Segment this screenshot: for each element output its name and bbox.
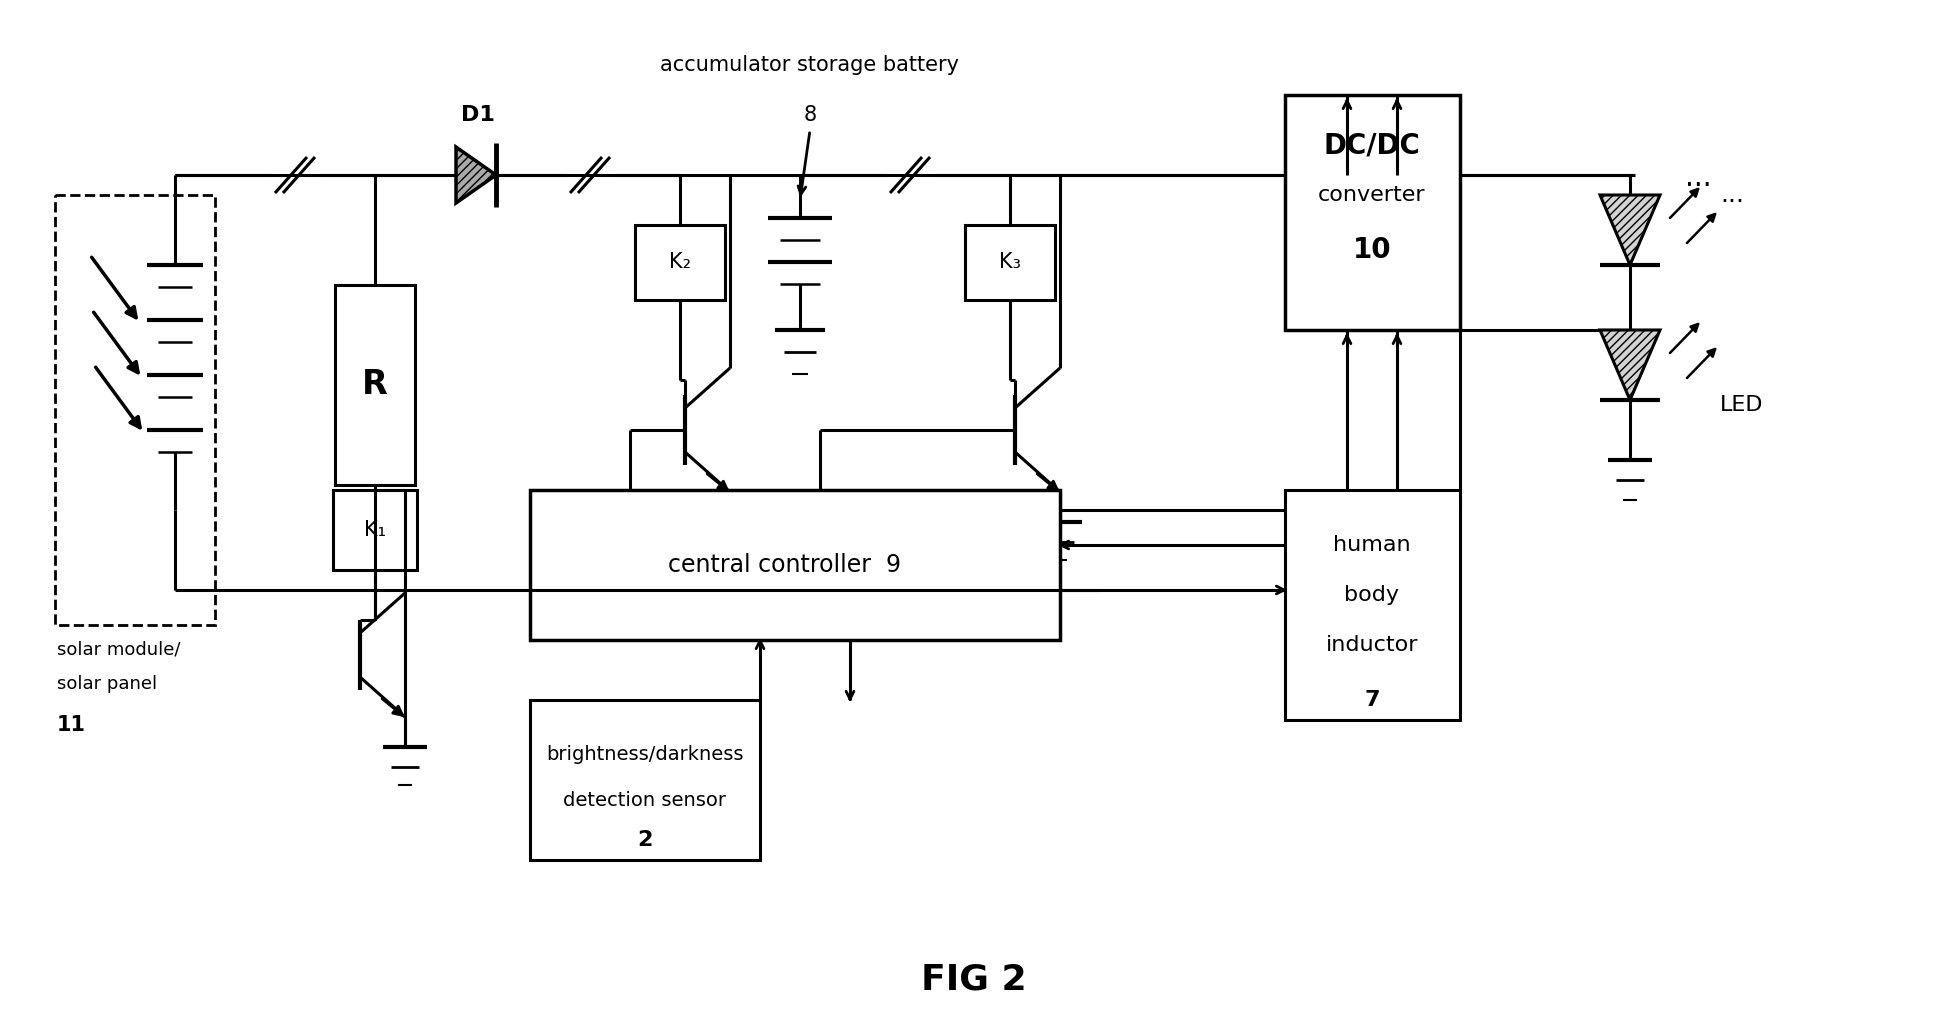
Bar	[55, 195, 214, 625]
Text: 2: 2	[637, 830, 653, 850]
Text: K₃: K₃	[999, 252, 1021, 272]
Text: solar module/: solar module/	[56, 640, 181, 658]
Bar	[530, 700, 760, 860]
Text: FIG 2: FIG 2	[921, 963, 1027, 997]
Text: LED: LED	[1720, 395, 1763, 415]
Text: DC/DC: DC/DC	[1323, 131, 1420, 159]
Bar	[335, 285, 415, 485]
Text: accumulator storage battery: accumulator storage battery	[660, 56, 958, 75]
Bar	[1284, 490, 1459, 720]
Text: K₂: K₂	[668, 252, 692, 272]
Text: brightness/darkness: brightness/darkness	[545, 745, 744, 765]
Bar	[1284, 95, 1459, 330]
Bar	[333, 490, 417, 570]
Text: ...: ...	[1720, 183, 1743, 207]
Text: K₁: K₁	[364, 520, 386, 540]
Text: converter: converter	[1317, 185, 1426, 205]
Bar	[635, 225, 725, 300]
Text: D1: D1	[462, 105, 495, 125]
Text: R: R	[362, 368, 388, 402]
Text: detection sensor: detection sensor	[563, 791, 727, 809]
Bar	[964, 225, 1054, 300]
Text: human: human	[1332, 535, 1410, 555]
Text: 11: 11	[56, 715, 86, 735]
Text: solar panel: solar panel	[56, 675, 158, 693]
Bar	[530, 490, 1060, 640]
Polygon shape	[456, 147, 495, 203]
Polygon shape	[1599, 195, 1660, 265]
Polygon shape	[1599, 330, 1660, 400]
Text: central controller  9: central controller 9	[668, 553, 902, 577]
Text: inductor: inductor	[1325, 635, 1418, 655]
Text: 8: 8	[803, 105, 816, 125]
Text: ...: ...	[1685, 164, 1710, 192]
Text: 10: 10	[1352, 236, 1391, 264]
Text: body: body	[1344, 585, 1399, 605]
Text: 7: 7	[1364, 690, 1379, 710]
